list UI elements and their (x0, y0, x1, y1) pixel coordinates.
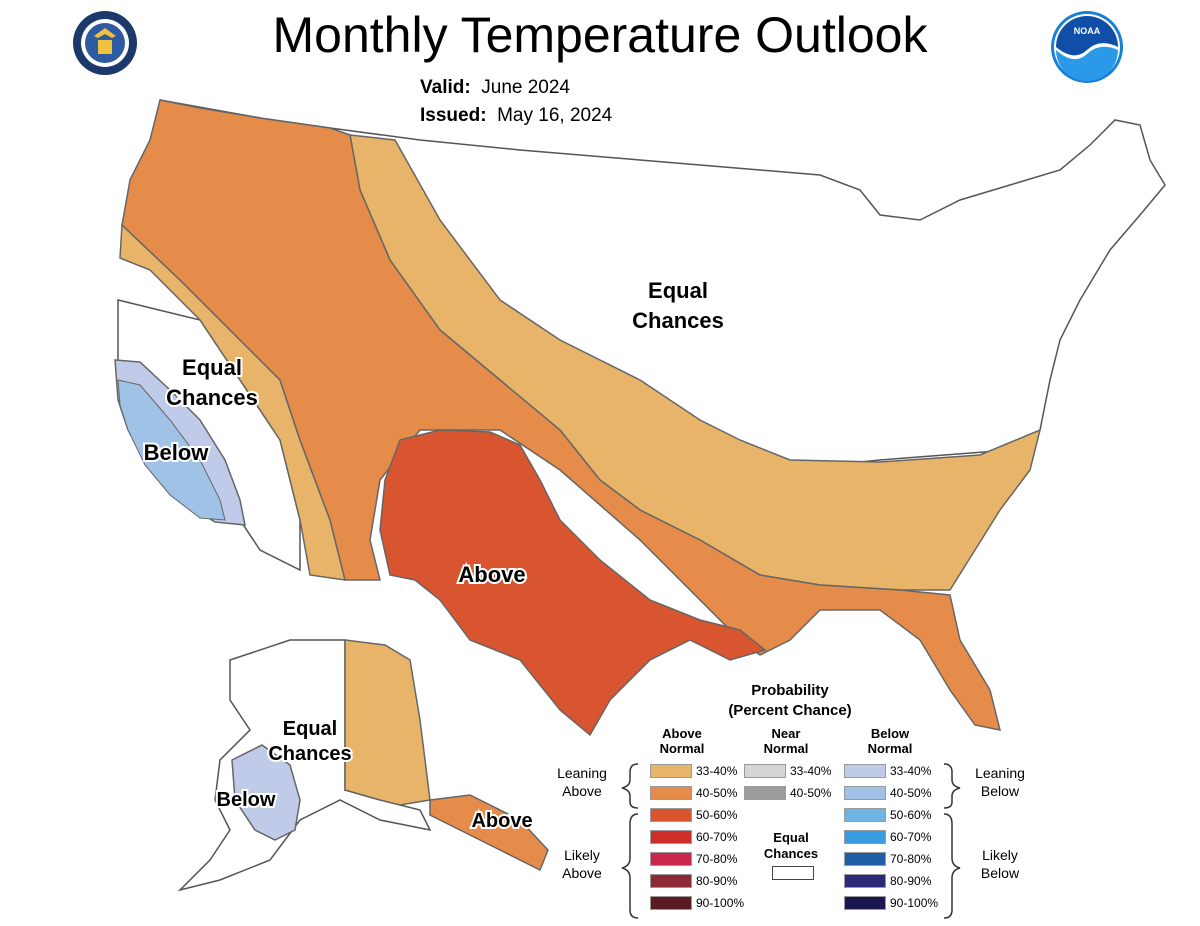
legend-below-swatch-0 (844, 764, 886, 778)
legend-below-label-1: 40-50% (890, 786, 932, 800)
right-brace-icon (943, 763, 961, 919)
valid-label: Valid: (420, 77, 471, 98)
above-40-50-region (121, 99, 1002, 731)
label-equal-chances-alaska-2: Chances (268, 743, 351, 765)
legend-near-label-1: 40-50% (790, 786, 832, 800)
legend-below-swatch-4 (844, 852, 886, 866)
label-equal-chances-west-1: Equal (182, 355, 242, 380)
legend-above-swatch-5 (650, 874, 692, 888)
label-above-south: Above (458, 562, 525, 587)
page-title: Monthly Temperature Outlook (272, 7, 928, 63)
legend-below-label-5: 80-90% (890, 874, 932, 888)
valid-value: June 2024 (481, 77, 570, 98)
leaning-below-2: Below (980, 783, 1020, 799)
near-normal-header-2: Normal (763, 741, 809, 756)
legend-equal-chances-swatch (772, 866, 814, 880)
legend-above-label-3: 60-70% (696, 830, 738, 844)
label-equal-chances-alaska-1: Equal (283, 718, 337, 740)
valid-row: Valid: June 2024 (420, 76, 570, 100)
label-below-west: Below (144, 440, 210, 465)
leaning-above-2: Above (562, 783, 602, 799)
issued-value: May 16, 2024 (497, 105, 613, 126)
legend-above-swatch-1 (650, 786, 692, 800)
label-equal-chances-west-2: Chances (166, 385, 258, 410)
legend-above-swatch-3 (650, 830, 692, 844)
label-above-alaska: Above (471, 810, 532, 832)
legend-below-label-2: 50-60% (890, 808, 932, 822)
above-normal-header-2: Normal (659, 741, 705, 756)
legend-below-swatch-2 (844, 808, 886, 822)
issued-row: Issued: May 16, 2024 (420, 104, 612, 128)
below-west-inner-region (117, 379, 226, 521)
legend-above-label-2: 50-60% (696, 808, 738, 822)
issued-label: Issued: (420, 105, 487, 126)
likely-below-1: Likely (982, 847, 1018, 863)
label-below-alaska: Below (217, 789, 276, 811)
legend-above-label-0: 33-40% (696, 764, 738, 778)
legend-above-swatch-4 (650, 852, 692, 866)
legend-above-label-6: 90-100% (696, 896, 745, 910)
legend-above-swatch-6 (650, 896, 692, 910)
department-of-commerce-seal-icon (72, 10, 138, 76)
likely-above-1: Likely (564, 847, 600, 863)
legend-title-1: Probability (751, 682, 829, 699)
noaa-logo-icon: NOAA (1050, 10, 1124, 84)
below-normal-header-1: Below (870, 726, 910, 741)
noaa-logo-text: NOAA (1074, 26, 1101, 36)
legend-near-swatch-0 (744, 764, 786, 778)
legend-below-label-0: 33-40% (890, 764, 932, 778)
left-brace-icon (621, 763, 639, 919)
label-equal-chances-central-1: Equal (648, 278, 708, 303)
legend-below-label-6: 90-100% (890, 896, 939, 910)
legend-below-label-4: 70-80% (890, 852, 932, 866)
leaning-above-1: Leaning (557, 765, 607, 781)
legend-above-label-1: 40-50% (696, 786, 738, 800)
legend-above-label-5: 80-90% (696, 874, 738, 888)
legend-equal-chances-1: Equal (773, 830, 809, 845)
alaska-above-40-50-region (429, 794, 549, 872)
legend-below-swatch-5 (844, 874, 886, 888)
alaska-above-33-40-region (344, 639, 431, 806)
legend-equal-chances-2: Chances (763, 846, 819, 861)
near-normal-header-1: Near (771, 726, 801, 741)
above-50-60-region (379, 429, 767, 737)
legend-near-swatch-1 (744, 786, 786, 800)
label-equal-chances-central-2: Chances (632, 308, 724, 333)
leaning-below-1: Leaning (975, 765, 1025, 781)
legend-above-swatch-0 (650, 764, 692, 778)
legend-near-label-0: 33-40% (790, 764, 832, 778)
below-normal-header-2: Normal (867, 741, 913, 756)
legend-above-label-4: 70-80% (696, 852, 738, 866)
legend-below-swatch-6 (844, 896, 886, 910)
likely-below-2: Below (980, 865, 1020, 881)
legend-above-swatch-2 (650, 808, 692, 822)
likely-above-2: Above (562, 865, 602, 881)
legend-below-label-3: 60-70% (890, 830, 932, 844)
legend-below-swatch-3 (844, 830, 886, 844)
legend-title-2: (Percent Chance) (728, 702, 852, 719)
above-normal-header-1: Above (662, 726, 702, 741)
alaska-below-region (231, 744, 301, 841)
legend: Probability (Percent Chance) Above Norma… (540, 678, 1060, 924)
legend-below-swatch-1 (844, 786, 886, 800)
